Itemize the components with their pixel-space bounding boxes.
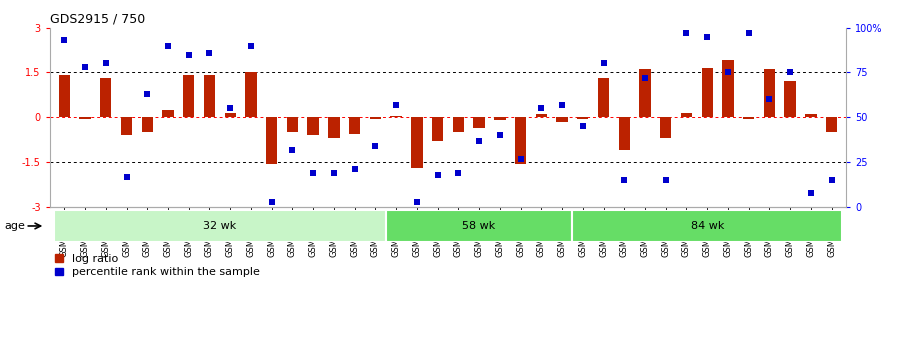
Bar xyxy=(826,117,837,132)
Text: 84 wk: 84 wk xyxy=(691,221,724,231)
Bar xyxy=(308,117,319,135)
Bar xyxy=(557,117,567,122)
Text: age: age xyxy=(5,221,25,231)
Bar xyxy=(369,117,381,119)
Bar xyxy=(59,76,70,117)
Bar xyxy=(618,117,630,150)
Bar xyxy=(785,81,795,117)
Bar xyxy=(473,117,485,128)
Text: GDS2915 / 750: GDS2915 / 750 xyxy=(50,12,145,25)
Bar xyxy=(287,117,298,132)
Bar xyxy=(183,76,195,117)
Bar xyxy=(266,117,278,164)
Bar xyxy=(224,113,236,117)
Bar xyxy=(432,117,443,141)
Bar xyxy=(349,117,360,134)
Text: 58 wk: 58 wk xyxy=(462,221,496,231)
Bar xyxy=(54,210,386,241)
Bar xyxy=(639,69,651,117)
Bar xyxy=(390,116,402,117)
Bar xyxy=(701,68,713,117)
Bar xyxy=(743,117,755,119)
Bar xyxy=(494,117,506,120)
Bar xyxy=(452,117,464,132)
Bar xyxy=(681,113,692,117)
Bar xyxy=(386,210,572,241)
Bar xyxy=(204,76,215,117)
Bar xyxy=(100,78,111,117)
Bar xyxy=(245,72,257,117)
Bar xyxy=(162,110,174,117)
Bar xyxy=(80,117,91,119)
Bar xyxy=(598,78,609,117)
Bar xyxy=(722,60,734,117)
Bar xyxy=(764,69,776,117)
Legend: log ratio, percentile rank within the sample: log ratio, percentile rank within the sa… xyxy=(55,254,260,277)
Text: 32 wk: 32 wk xyxy=(204,221,236,231)
Bar xyxy=(329,117,339,138)
Bar xyxy=(120,117,132,135)
Bar xyxy=(141,117,153,132)
Bar xyxy=(577,117,588,119)
Bar xyxy=(660,117,672,138)
Bar xyxy=(411,117,423,168)
Bar xyxy=(515,117,527,164)
Bar xyxy=(536,114,547,117)
Bar xyxy=(805,114,816,117)
Bar xyxy=(573,210,842,241)
